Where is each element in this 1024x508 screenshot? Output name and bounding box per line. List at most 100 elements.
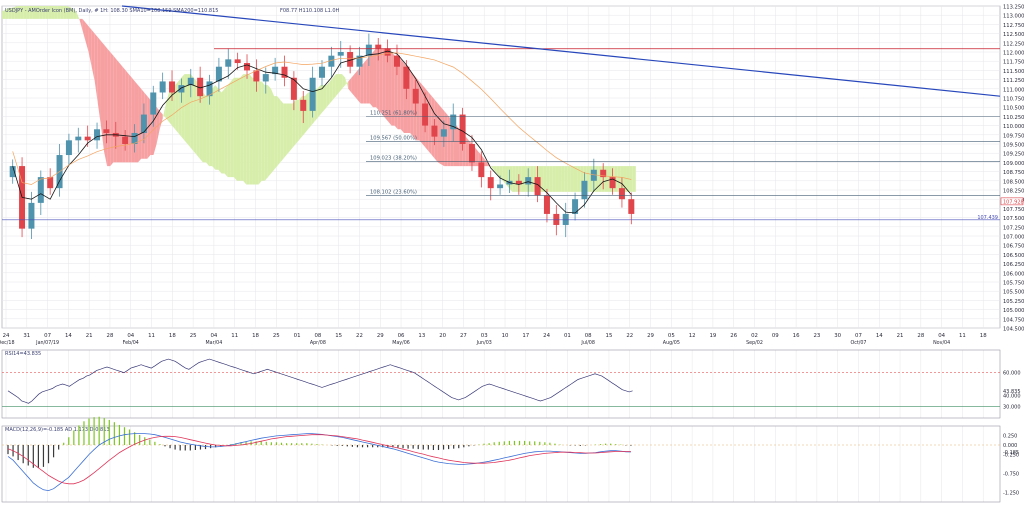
kumo-bullish-segment [66,6,71,19]
x-tick-label: 11 [231,333,238,339]
rsi-tick-label: 30.000 [1003,405,1021,411]
kumo-bullish-segment [14,6,18,19]
candle-up [562,213,569,225]
kumo-bullish-segment [60,6,64,19]
x-tick-label: 25 [190,333,197,339]
kumo-bearish-segment [453,121,457,167]
price-tick-label: 108.250 [1003,189,1024,195]
candle-up [572,199,579,214]
fib-level-label: 110.251 (61.80%) [370,110,417,116]
x-tick-label: 21 [86,333,93,339]
price-tick-label: 113.000 [1003,14,1024,20]
x-month-label: May/06 [392,340,410,346]
kumo-bearish-segment [79,18,83,30]
candle-up [206,81,213,97]
kumo-bearish-segment [379,48,383,115]
x-tick-label: 01 [564,333,571,339]
kumo-bullish-segment [283,103,287,159]
kumo-bearish-segment [104,44,108,167]
kumo-bullish-segment [567,166,571,192]
sma200-line [12,52,632,185]
kumo-bearish-segment [110,52,114,167]
price-tick-label: 105.500 [1003,290,1024,296]
kumo-bearish-segment [410,70,414,137]
candle-down [300,99,307,111]
kumo-bullish-segment [70,7,74,19]
candle-up [65,140,72,156]
candle-down [628,199,635,214]
kumo-bullish-segment [304,92,309,133]
kumo-bullish-segment [76,11,80,19]
kumo-bullish-segment [295,99,299,144]
price-tick-label: 108.750 [1003,170,1024,176]
x-tick-label: 30 [834,333,841,339]
kumo-bearish-segment [82,18,86,41]
kumo-bullish-segment [270,88,275,174]
candle-down [393,55,400,67]
kumo-bullish-segment [23,6,27,19]
kumo-bullish-segment [51,6,55,19]
candle-down [431,125,438,137]
price-tick-label: 109.500 [1003,143,1024,149]
x-month-label: Jan/07/19 [35,340,59,346]
candle-down [600,169,607,178]
price-tick-label: 106.750 [1003,244,1024,250]
kumo-bullish-segment [543,166,547,192]
candle-down [375,44,382,49]
kumo-bullish-segment [264,85,268,181]
candle-down [244,63,251,71]
kumo-bearish-segment [134,81,139,163]
candle-up [75,136,82,141]
kumo-bullish-segment [57,6,61,19]
fib-level-label: 109.023 (38.20%) [370,156,417,162]
kumo-bearish-segment [100,40,105,152]
x-tick-label: 03 [481,333,488,339]
x-month-label: Apr/08 [310,340,326,346]
kumo-bullish-segment [209,88,213,167]
x-tick-label: 18 [169,333,176,339]
kumo-bullish-segment [564,166,568,192]
x-tick-label: 04 [210,333,217,339]
x-month-label: Jul/08 [580,340,595,346]
kumo-bullish-segment [54,6,58,19]
x-month-label: Jun/03 [476,340,492,346]
price-tick-label: 106.250 [1003,262,1024,268]
kumo-bullish-segment [252,77,256,185]
price-tick-label: 105.250 [1003,299,1024,305]
chart-ohlc: F08.77 H110.108 L1.0H [280,8,340,14]
x-tick-label: 07 [44,333,51,339]
kumo-bullish-segment [2,9,6,19]
x-tick-label: 04 [127,333,134,339]
macd-header: MACD(12,26,9)=-0.185 AD 1.173 D-0.813 [5,427,110,433]
x-tick-label: 20 [439,333,446,339]
candle-down [534,177,541,196]
price-tick-label: 111.750 [1003,60,1024,66]
kumo-bearish-segment [382,48,386,119]
candle-up [131,132,138,144]
x-month-label: Feb/04 [123,340,139,346]
candle-down [609,177,616,189]
kumo-bullish-segment [521,166,525,192]
kumo-bullish-segment [73,8,77,19]
kumo-bullish-segment [215,85,219,170]
macd-tick-label: -1.250 [1003,491,1019,497]
rsi-tick-label: 40.000 [1003,393,1021,399]
kumo-bearish-segment [447,114,451,167]
kumo-bullish-segment [5,7,9,19]
kumo-bearish-segment [119,63,123,163]
x-tick-label: 18 [980,333,987,339]
kumo-bullish-segment [246,74,250,185]
chart-header: USDJPY - AMOrder Icon (BM), Daily, # 1H:… [5,8,218,14]
x-tick-label: 15 [335,333,342,339]
x-tick-label: 29 [647,333,654,339]
kumo-bullish-segment [196,81,200,159]
candle-up [150,92,157,115]
candle-up [450,114,457,130]
candle-down [487,177,494,189]
kumo-bullish-segment [32,6,37,19]
candle-down [422,103,429,126]
price-tick-label: 111.000 [1003,87,1024,93]
kumo-bullish-segment [199,88,203,163]
